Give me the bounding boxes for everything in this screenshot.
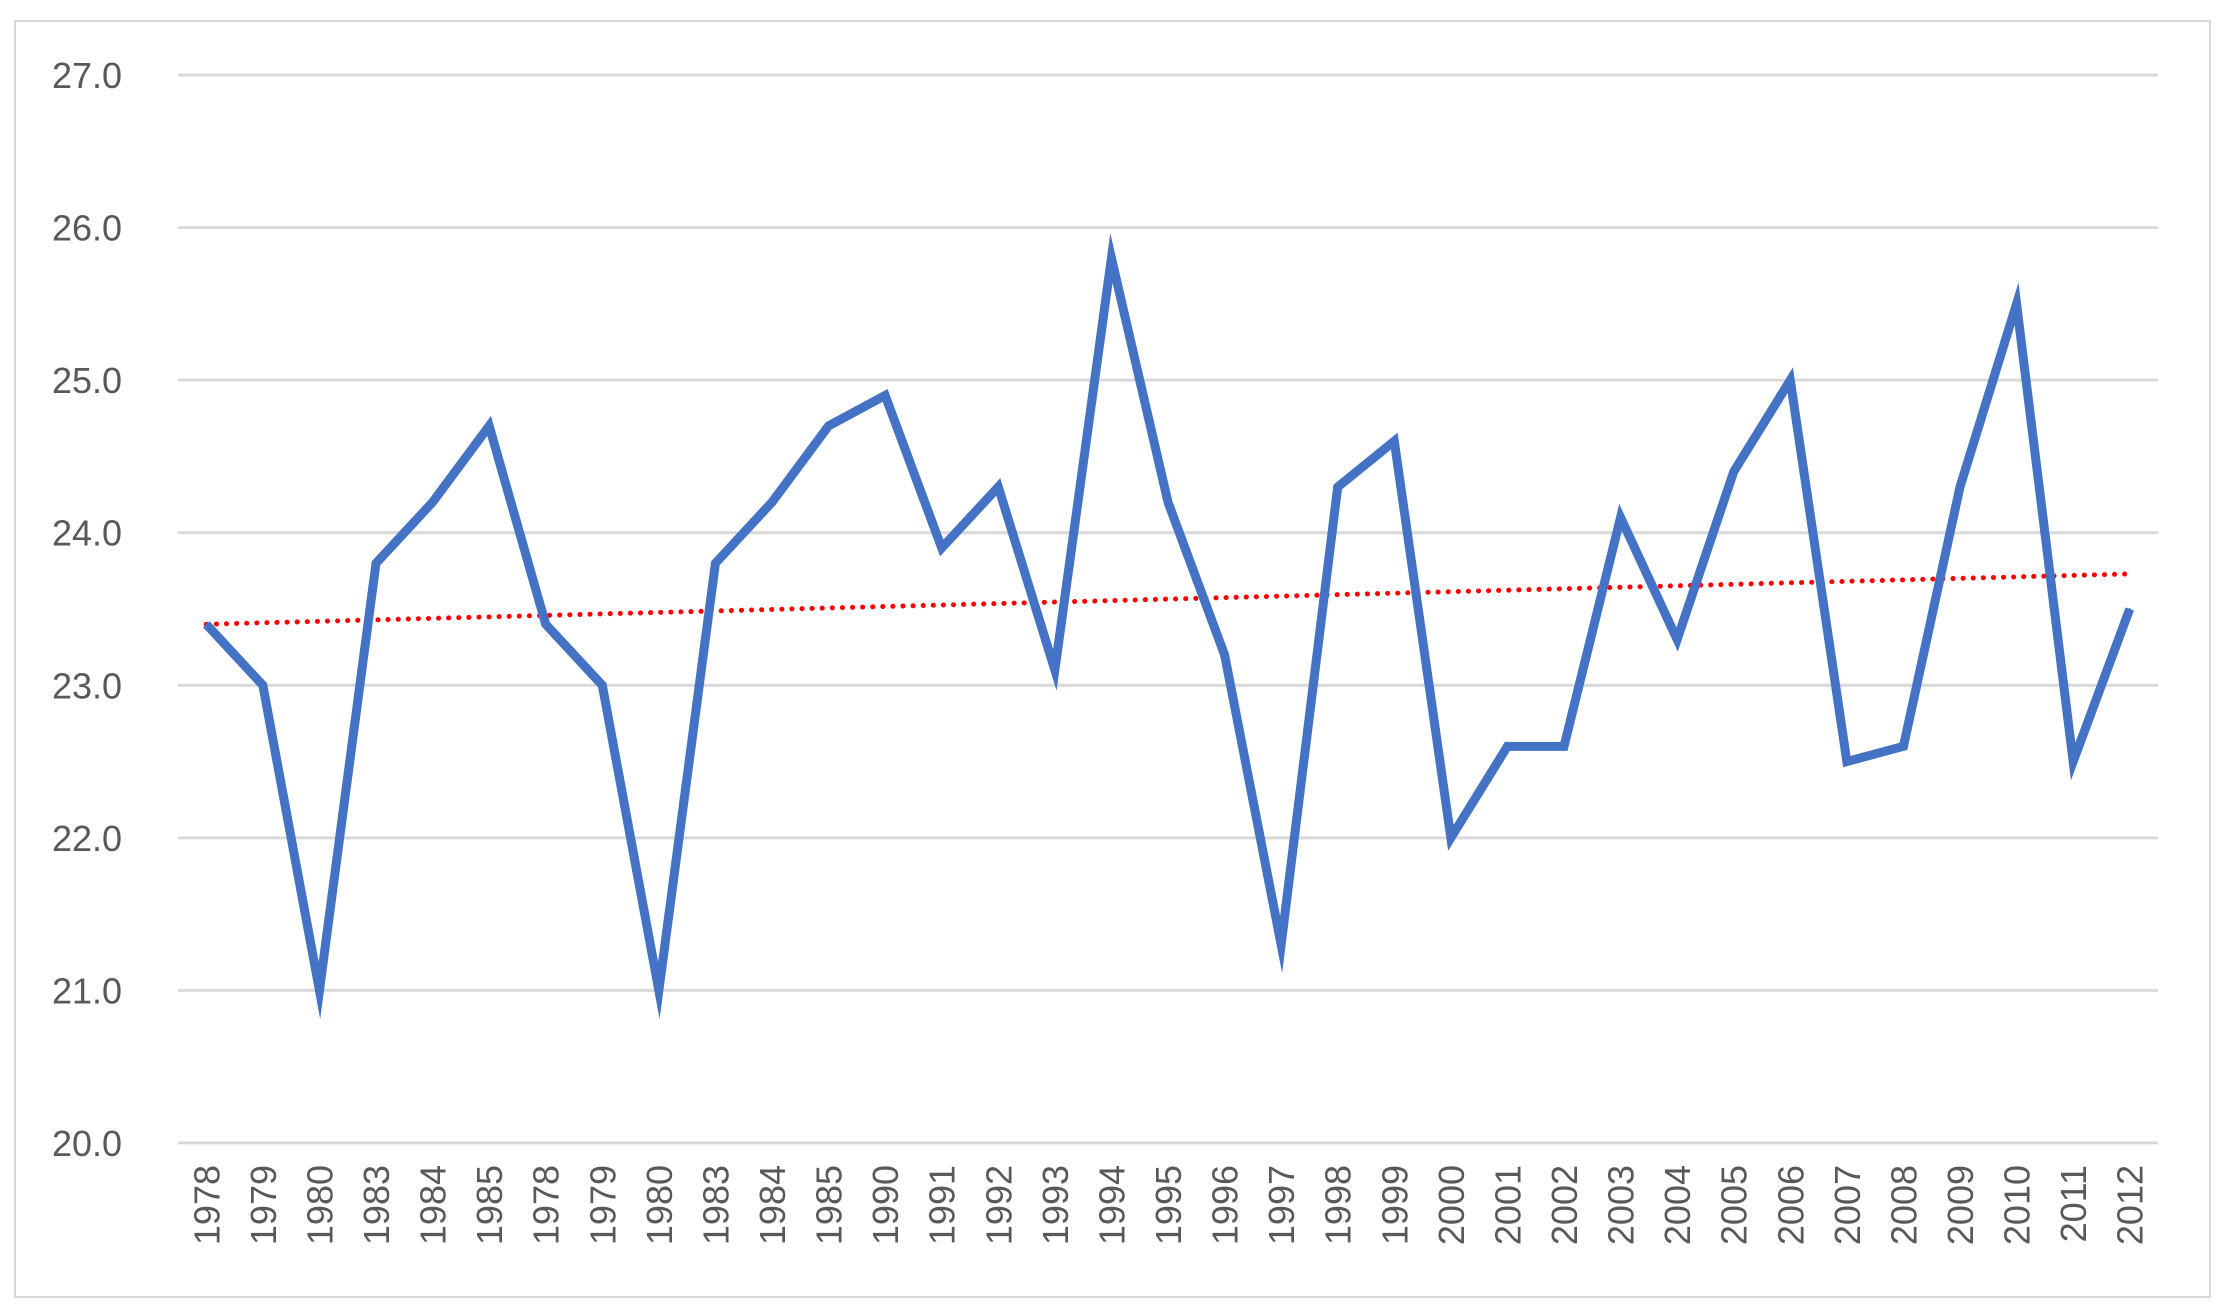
y-tick-label: 22.0 <box>52 818 122 859</box>
data-point <box>771 501 773 504</box>
x-tick-label: 2002 <box>1544 1165 1585 1245</box>
y-tick-label: 27.0 <box>52 55 122 96</box>
trendline-line <box>203 571 2133 627</box>
data-point <box>1223 653 1226 656</box>
y-tick-label: 21.0 <box>52 970 122 1011</box>
x-tick-label: 1980 <box>299 1165 340 1245</box>
y-tick-label: 25.0 <box>52 360 122 401</box>
data-point <box>1280 943 1283 946</box>
x-tick-label: 2000 <box>1431 1165 1472 1245</box>
x-tick-label: 1994 <box>1091 1165 1132 1245</box>
x-tick-label: 1984 <box>752 1165 793 1245</box>
series-line-0 <box>202 233 2134 1020</box>
data-point <box>1619 516 1622 519</box>
x-tick-label: 2008 <box>1883 1165 1924 1245</box>
x-tick-label: 2006 <box>1770 1165 1811 1245</box>
y-tick-label: 26.0 <box>52 208 122 249</box>
data-point <box>1563 745 1565 748</box>
x-tick-label: 1995 <box>1148 1165 1189 1245</box>
data-point <box>2015 302 2018 305</box>
data-point <box>375 562 377 565</box>
x-tick-label: 2010 <box>1997 1165 2038 1245</box>
data-point <box>1167 501 1169 504</box>
data-point <box>431 501 434 504</box>
x-tick-label: 2012 <box>2110 1165 2151 1245</box>
data-point <box>601 684 604 687</box>
data-point <box>2128 608 2131 610</box>
data-point <box>940 546 943 549</box>
data-point <box>657 989 660 992</box>
data-point <box>1902 745 1905 748</box>
x-tick-label: 1992 <box>978 1165 1019 1245</box>
x-tick-label: 2003 <box>1601 1165 1642 1245</box>
x-tick-label: 1993 <box>1035 1165 1076 1245</box>
y-tick-label: 20.0 <box>52 1123 122 1164</box>
y-tick-label: 23.0 <box>52 665 122 706</box>
x-tick-label: 1983 <box>356 1165 397 1245</box>
x-tick-label: 1984 <box>413 1165 454 1245</box>
data-point <box>1110 257 1113 260</box>
data-point <box>997 485 1000 488</box>
x-tick-label: 2001 <box>1487 1165 1528 1245</box>
trendline <box>203 571 2133 627</box>
data-point <box>1676 638 1679 641</box>
x-tick-label: 1999 <box>1374 1165 1415 1245</box>
x-tick-label: 1980 <box>639 1165 680 1245</box>
x-tick-label: 2005 <box>1714 1165 1755 1245</box>
data-point <box>1845 760 1848 763</box>
x-tick-label: 1996 <box>1205 1165 1246 1245</box>
data-point <box>714 562 717 565</box>
x-tick-label: 1979 <box>243 1165 284 1245</box>
data-point <box>1449 836 1452 839</box>
data-point <box>1393 440 1396 443</box>
data-point <box>884 394 887 397</box>
x-tick-label: 1998 <box>1318 1165 1359 1245</box>
x-tick-label: 2007 <box>1827 1165 1868 1245</box>
x-tick-label: 1985 <box>469 1165 510 1245</box>
gridlines <box>178 73 2158 1145</box>
x-tick-label: 1983 <box>695 1165 736 1245</box>
x-tick-label: 2004 <box>1657 1165 1698 1245</box>
data-series <box>202 233 2134 1020</box>
data-point <box>1732 470 1735 473</box>
data-point <box>1336 485 1339 488</box>
data-point <box>2072 760 2075 763</box>
x-tick-label: 1991 <box>922 1165 963 1245</box>
x-axis-tick-labels: 1978 1979 1980 1983 1984 1985 1978 1979 1980 1983… <box>186 1165 2150 1245</box>
x-tick-label: 1997 <box>1261 1165 1302 1245</box>
x-tick-label: 2009 <box>1940 1165 1981 1245</box>
data-point <box>261 684 264 687</box>
data-point <box>1053 669 1056 672</box>
data-point <box>205 623 208 626</box>
x-tick-label: 1978 <box>186 1165 227 1245</box>
data-point <box>488 424 491 427</box>
x-tick-label: 1985 <box>809 1165 850 1245</box>
y-axis-tick-labels: 20.0 21.0 22.0 23.0 24.0 25.0 26.0 27.0 <box>52 55 122 1164</box>
x-tick-label: 1990 <box>865 1165 906 1245</box>
data-point <box>827 424 830 427</box>
data-point <box>318 989 321 992</box>
data-point <box>1959 485 1961 488</box>
x-tick-label: 2011 <box>2053 1165 2094 1242</box>
data-point <box>1506 745 1509 748</box>
chart-frame <box>14 20 2211 1298</box>
data-point <box>1789 379 1792 382</box>
data-point <box>544 623 547 626</box>
x-tick-label: 1978 <box>526 1165 567 1245</box>
y-tick-label: 24.0 <box>52 513 122 554</box>
x-tick-label: 1979 <box>582 1165 623 1245</box>
